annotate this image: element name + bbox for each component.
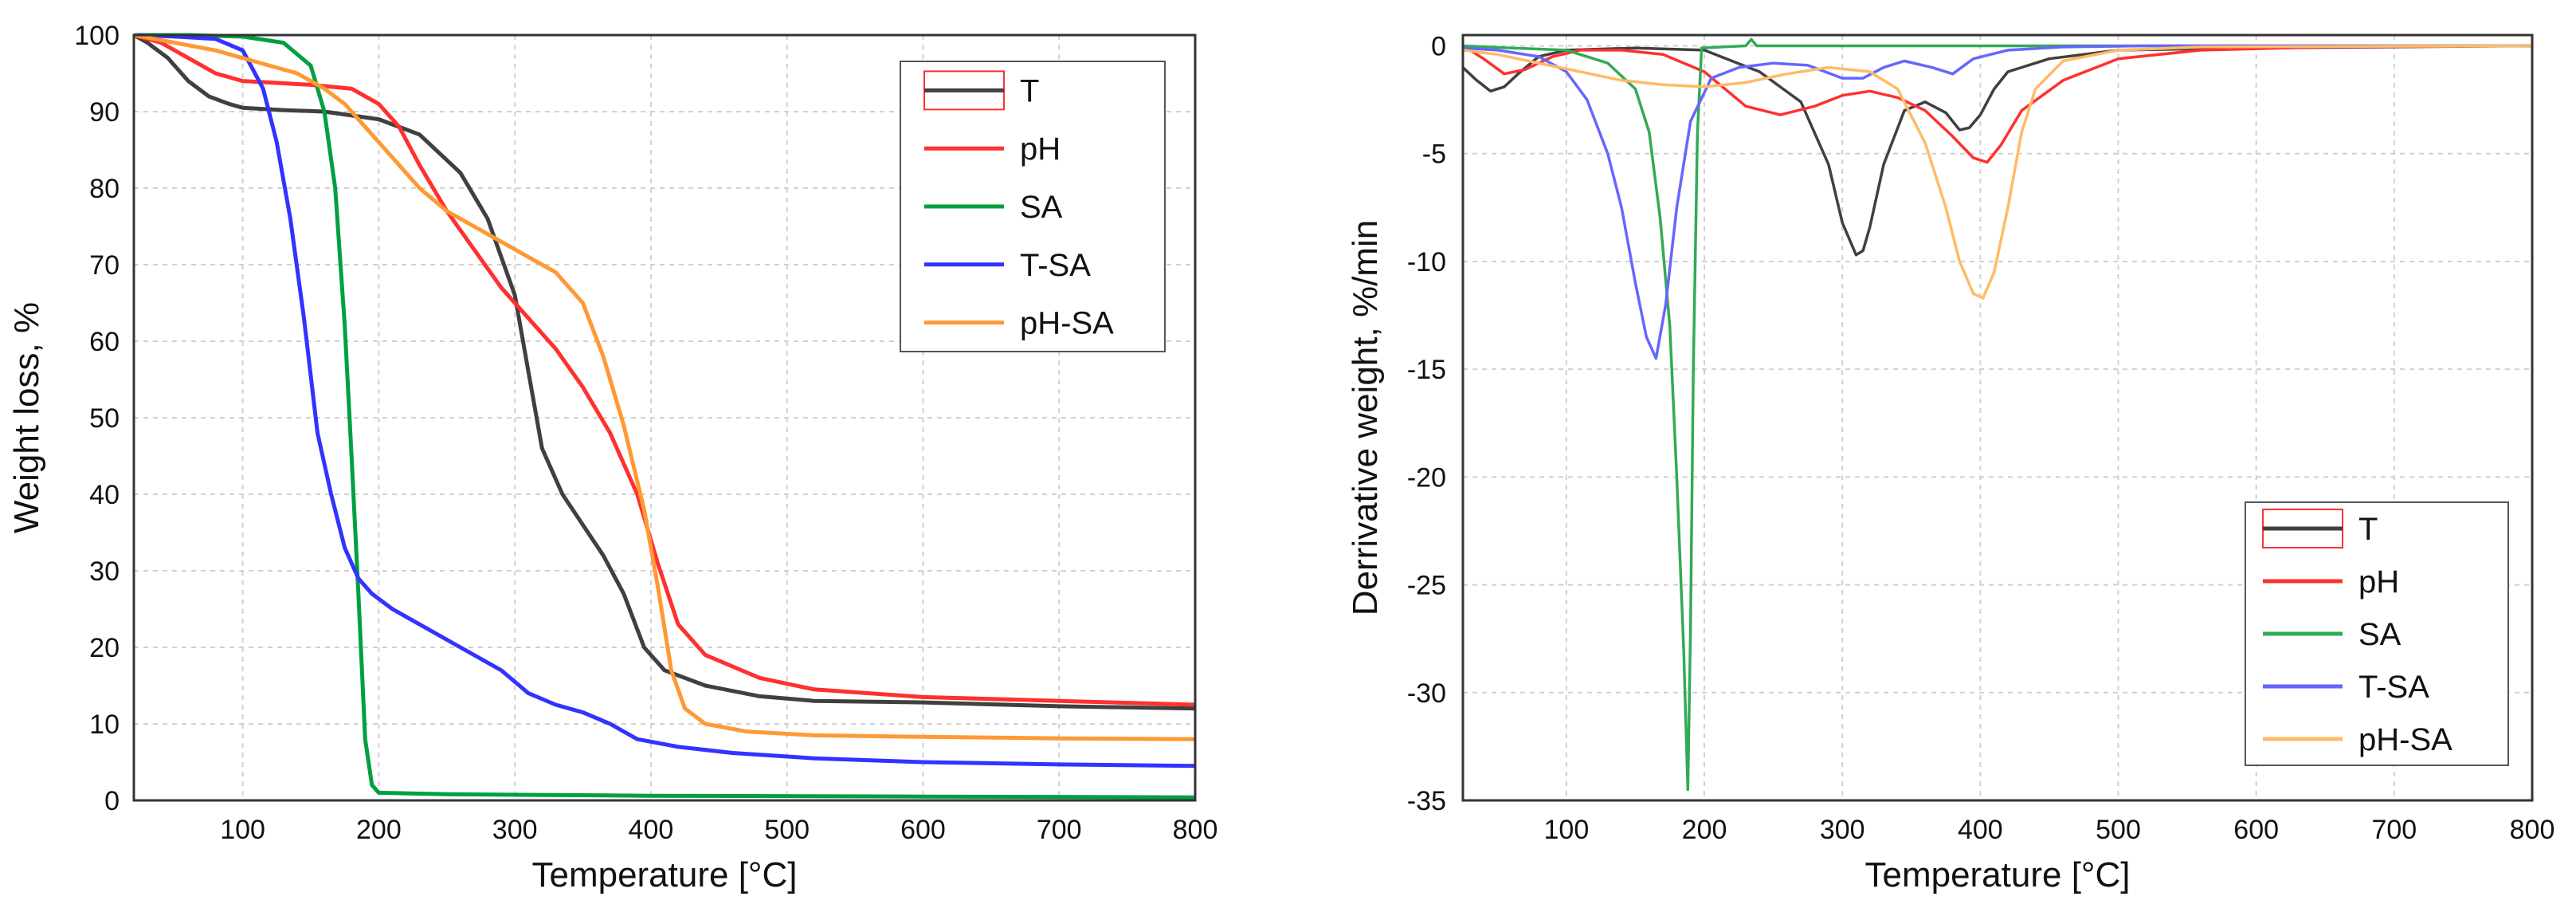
y-tick-label: -10	[1407, 247, 1446, 277]
legend-label: T	[2358, 512, 2378, 547]
y-axis-label: Derrivative weight, %/min	[1346, 220, 1385, 615]
legend-label: pH-SA	[1020, 306, 1114, 341]
y-tick-label: -20	[1407, 462, 1446, 493]
weight-loss-chart: 100 200 300 400 500 600 700 800 0 10 20 30 40 50 60 70 8…	[7, 21, 1217, 894]
plot-frame	[1461, 33, 2534, 802]
x-tick-label: 700	[1037, 815, 1082, 845]
x-tick-label: 600	[2233, 815, 2279, 845]
legend-label: pH	[1020, 132, 1061, 167]
series-line-t	[132, 33, 1196, 711]
y-tick-label: 100	[74, 21, 120, 51]
legend-label: SA	[1020, 190, 1063, 225]
series-line-t-sa	[1462, 44, 2532, 360]
series-line-sa	[1462, 37, 2532, 792]
y-tick-label: 10	[89, 710, 120, 740]
legend-label: T	[1020, 73, 1039, 108]
series-line-ph-sa	[133, 33, 1196, 741]
x-tick-label: 800	[2510, 815, 2555, 845]
legend-label: pH	[2358, 564, 2399, 599]
y-tick-label: -30	[1407, 678, 1446, 709]
y-tick-label: -35	[1407, 786, 1446, 816]
y-axis-label: Weight loss, %	[7, 302, 46, 533]
plot-frame	[132, 33, 1197, 802]
x-tick-label: 400	[1958, 815, 2003, 845]
series-line-sa	[134, 33, 1196, 800]
legend-label: T-SA	[1020, 248, 1091, 283]
x-tick-label: 300	[492, 815, 538, 845]
legend-label: SA	[2358, 617, 2402, 652]
series-line-t	[1461, 44, 2533, 257]
y-tick-label: 30	[89, 556, 120, 587]
y-tick-label: 60	[89, 327, 120, 357]
x-tick-label: 100	[1544, 815, 1590, 845]
y-tick-label: -15	[1407, 355, 1446, 385]
x-tick-label: 200	[1682, 815, 1727, 845]
series-line-ph	[133, 33, 1196, 707]
x-axis-label: Temperature [°C]	[531, 855, 797, 894]
x-tick-label: 400	[629, 815, 674, 845]
y-tick-label: 20	[89, 633, 120, 663]
legend-label: pH-SA	[2358, 722, 2452, 757]
series-line-ph	[1462, 44, 2533, 164]
derivative-weight-chart: 100 200 300 400 500 600 700 800 0 -5 -10 -15 -20 -25 -…	[1346, 32, 2554, 894]
x-axis-label: Temperature [°C]	[1864, 855, 2130, 894]
x-tick-label: 500	[764, 815, 810, 845]
y-tick-label: -25	[1407, 571, 1446, 601]
y-tick-label: 40	[89, 480, 120, 510]
x-tick-label: 800	[1173, 815, 1218, 845]
series-line-ph-sa	[1462, 44, 2533, 300]
y-tick-label: -5	[1422, 140, 1446, 170]
x-tick-label: 300	[1820, 815, 1865, 845]
x-tick-label: 700	[2371, 815, 2417, 845]
legend-label: T-SA	[2358, 670, 2429, 705]
y-tick-label: 50	[89, 403, 120, 434]
series-line-t-sa	[133, 33, 1196, 769]
y-tick-label: 0	[1431, 32, 1446, 62]
y-tick-label: 80	[89, 174, 120, 204]
y-tick-label: 0	[104, 786, 120, 816]
y-tick-label: 70	[89, 250, 120, 281]
x-tick-label: 500	[2096, 815, 2141, 845]
x-tick-label: 200	[356, 815, 402, 845]
x-tick-label: 100	[220, 815, 265, 845]
x-tick-label: 600	[900, 815, 946, 845]
y-tick-label: 90	[89, 97, 120, 128]
